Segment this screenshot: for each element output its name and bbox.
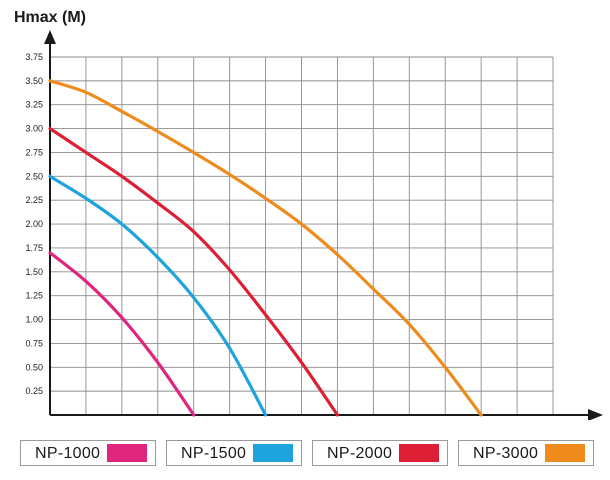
y-tick-label: 0.50	[25, 362, 43, 372]
legend-item-np-2000: NP-2000	[312, 440, 448, 466]
tick-labels: 2505007501000125015001750200022502500275…	[25, 52, 43, 396]
y-tick-label: 3.00	[25, 124, 43, 134]
y-tick-label: 0.75	[25, 338, 43, 348]
y-tick-label: 2.50	[25, 171, 43, 181]
legend-label: NP-3000	[473, 445, 539, 462]
y-tick-label: 3.25	[25, 100, 43, 110]
y-tick-label: 1.25	[25, 291, 43, 301]
legend-swatch	[253, 444, 293, 462]
series-curves	[48, 79, 483, 417]
legend-item-np-1500: NP-1500	[166, 440, 302, 466]
legend-item-np-3000: NP-3000	[458, 440, 594, 466]
series-line-np-3000	[48, 79, 483, 417]
pump-curve-chart: Hmax (M) 2505007501000125015001750200022…	[14, 9, 603, 420]
axes	[44, 30, 603, 420]
legend-label: NP-1000	[35, 445, 101, 462]
legend-swatch	[399, 444, 439, 462]
legend-item-np-1000: NP-1000	[20, 440, 156, 466]
y-axis-arrow-icon	[44, 30, 56, 44]
y-tick-label: 2.25	[25, 195, 43, 205]
legend-swatch	[107, 444, 147, 462]
grid-lines	[50, 56, 554, 415]
y-tick-label: 2.75	[25, 147, 43, 157]
y-tick-label: 1.00	[25, 315, 43, 325]
y-axis-title: Hmax (M)	[14, 9, 86, 26]
x-axis-arrow-icon	[588, 409, 603, 420]
legend-label: NP-2000	[327, 445, 393, 462]
legend-label: NP-1500	[181, 445, 247, 462]
legend: NP-1000 NP-1500 NP-2000 NP-3000	[20, 440, 600, 466]
series-line-np-2000	[48, 127, 340, 417]
y-tick-label: 3.50	[25, 76, 43, 86]
y-tick-label: 2.00	[25, 219, 43, 229]
y-tick-label: 3.75	[25, 52, 43, 62]
legend-swatch	[545, 444, 585, 462]
series-line-np-1000	[48, 251, 196, 417]
series-line-np-1500	[48, 174, 268, 417]
y-tick-label: 0.25	[25, 386, 43, 396]
y-tick-label: 1.50	[25, 267, 43, 277]
y-tick-label: 1.75	[25, 243, 43, 253]
